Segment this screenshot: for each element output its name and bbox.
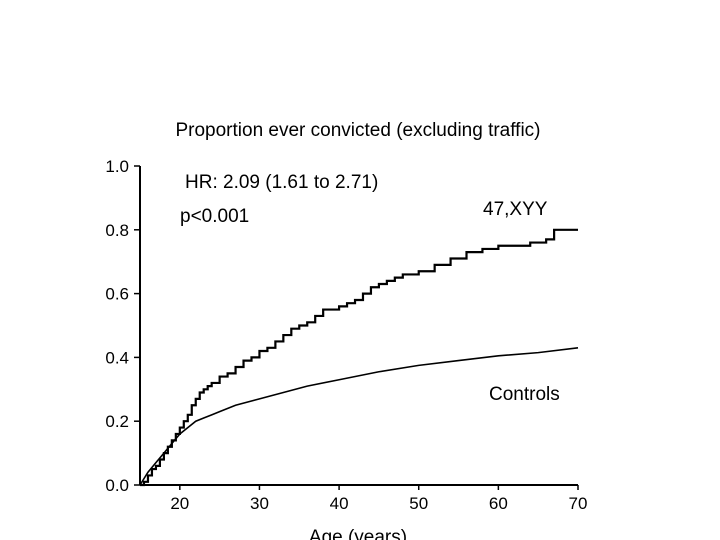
- x-axis: 20 30 40 50 60 70: [140, 484, 587, 513]
- x-tick-label: 40: [330, 494, 349, 513]
- series-line-controls: [139, 347, 579, 486]
- x-tick-label: 20: [170, 494, 189, 513]
- y-tick-label: 0.8: [105, 221, 129, 240]
- y-tick-label: 0.6: [105, 285, 129, 304]
- series-layer: [139, 228, 579, 487]
- y-tick-label: 0.4: [105, 348, 129, 367]
- x-tick-label: 30: [250, 494, 269, 513]
- x-tick-label: 60: [489, 494, 508, 513]
- x-axis-label: Age (years): [309, 527, 407, 540]
- y-tick-label: 0.0: [105, 476, 129, 495]
- x-axis-ticks: 20 30 40 50 60 70: [170, 485, 587, 513]
- y-axis: 0.0 0.2 0.4 0.6 0.8 1.0: [105, 157, 141, 495]
- x-tick-label: 70: [569, 494, 588, 513]
- y-tick-label: 1.0: [105, 157, 129, 176]
- chart-title: Proportion ever convicted (excluding tra…: [175, 120, 540, 141]
- hazard-ratio-annotation: HR: 2.09 (1.61 to 2.71): [185, 172, 378, 193]
- y-tick-label: 0.2: [105, 412, 129, 431]
- y-axis-ticks: 0.0 0.2 0.4 0.6 0.8 1.0: [105, 157, 140, 495]
- series-line-xyy: [140, 228, 578, 487]
- x-tick-label: 50: [409, 494, 428, 513]
- p-value-annotation: p<0.001: [180, 206, 249, 227]
- series-label-controls: Controls: [489, 384, 560, 405]
- series-label-xyy: 47,XYY: [483, 199, 548, 220]
